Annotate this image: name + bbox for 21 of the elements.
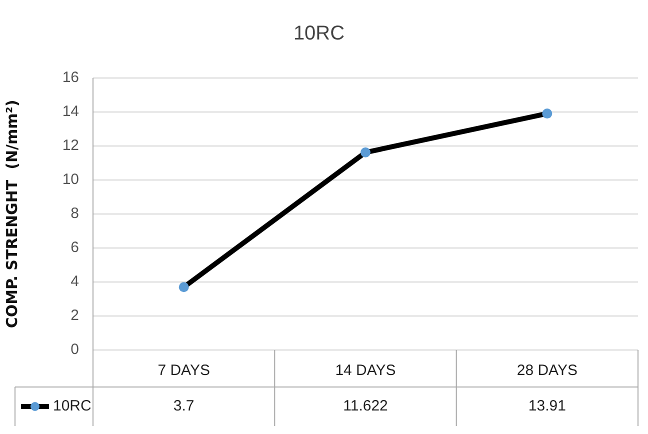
y-tick-label: 2 xyxy=(70,307,79,324)
x-tick-label: 7 DAYS xyxy=(158,362,210,380)
chart-title: 10RC xyxy=(293,22,345,45)
y-tick-label: 4 xyxy=(70,273,79,290)
y-tick-label: 16 xyxy=(62,69,79,86)
point xyxy=(542,108,552,119)
point xyxy=(360,147,370,158)
x-tick-label: 14 DAYS xyxy=(335,362,396,380)
legend-label: 10RC xyxy=(53,398,92,415)
y-tick-label: 14 xyxy=(62,103,79,120)
x-tick-label: 28 DAYS xyxy=(516,362,578,380)
y-axis-title: COMP. STRENGHT (N/mm²) xyxy=(2,100,21,328)
y-tick-label: 0 xyxy=(70,341,79,358)
data-label: 11.622 xyxy=(343,398,388,415)
y-tick-label: 6 xyxy=(70,239,79,256)
y-tick-label: 8 xyxy=(70,205,79,222)
data-label: 3.7 xyxy=(173,398,194,415)
data-label: 13.91 xyxy=(528,398,566,415)
y-tick-label: 10 xyxy=(62,171,79,188)
y-tick-label: 12 xyxy=(62,137,79,154)
point xyxy=(178,282,189,292)
